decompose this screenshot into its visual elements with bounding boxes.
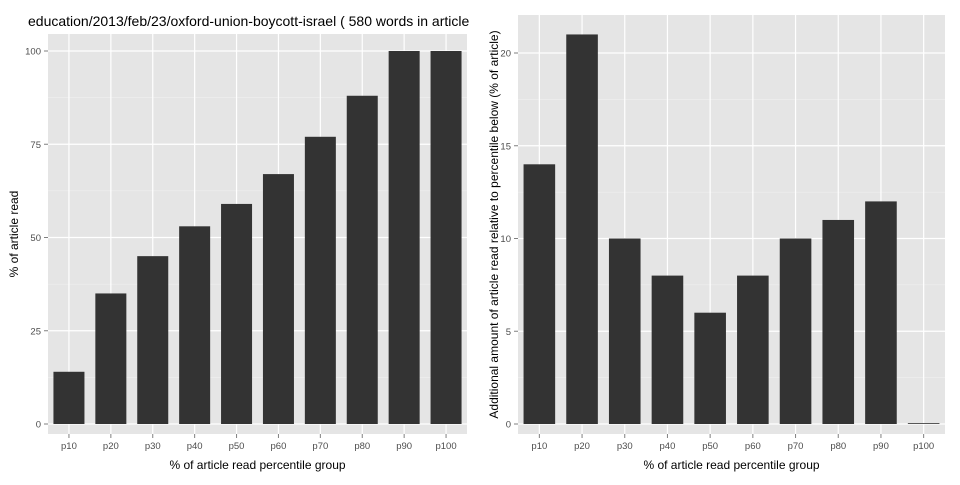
bar-right-p30 <box>608 238 641 424</box>
bar-left-p90 <box>388 51 420 424</box>
chart-title-left: education/2013/feb/23/oxford-union-boyco… <box>28 13 470 29</box>
y-tick-label-right: 15 <box>500 141 511 152</box>
y-tick-label-right: 0 <box>506 420 511 431</box>
y-axis-title-right: Additional amount of article read relati… <box>487 30 501 418</box>
y-axis-title-left: % of article read <box>7 191 21 278</box>
bar-right-p10 <box>523 164 556 425</box>
x-tick-label-left-p40: p40 <box>187 441 203 452</box>
x-tick-label-left-p70: p70 <box>312 441 328 452</box>
bar-right-p50 <box>694 312 726 424</box>
bar-left-p50 <box>221 203 253 424</box>
y-tick-label-right: 10 <box>500 234 511 245</box>
x-tick-label-left-p60: p60 <box>271 441 287 452</box>
bar-right-p80 <box>822 219 855 424</box>
x-tick-label-left-p30: p30 <box>145 441 161 452</box>
bar-left-p10 <box>53 371 85 424</box>
bar-left-p40 <box>179 226 211 424</box>
y-tick-label-right: 20 <box>500 49 511 60</box>
bar-right-p90 <box>865 201 897 424</box>
bar-left-p30 <box>137 256 169 424</box>
bar-right-p60 <box>737 275 769 424</box>
y-tick-label-left: 50 <box>30 233 41 244</box>
x-tick-label-right-p50: p50 <box>702 441 718 452</box>
x-tick-label-right-p90: p90 <box>873 441 889 452</box>
bar-right-p100 <box>907 423 940 424</box>
x-tick-label-left-p20: p20 <box>103 441 119 452</box>
y-tick-label-right: 5 <box>506 327 511 338</box>
bar-left-p60 <box>262 174 294 424</box>
x-axis-title-right: % of article read percentile group <box>643 458 819 472</box>
x-tick-label-left-p100: p100 <box>435 441 456 452</box>
y-tick-label-left: 75 <box>30 140 41 151</box>
x-tick-label-left-p50: p50 <box>229 441 245 452</box>
x-axis-title-left: % of article read percentile group <box>169 458 345 472</box>
y-tick-label-left: 0 <box>36 420 41 431</box>
bar-left-p70 <box>304 136 336 425</box>
bar-left-p80 <box>346 95 378 424</box>
bar-left-p20 <box>95 293 127 424</box>
bar-right-p20 <box>566 34 598 424</box>
bar-right-p70 <box>779 238 812 424</box>
x-tick-label-right-p30: p30 <box>617 441 633 452</box>
x-tick-label-right-p70: p70 <box>788 441 804 452</box>
x-tick-label-left-p80: p80 <box>354 441 370 452</box>
y-tick-label-left: 25 <box>30 326 41 337</box>
y-tick-label-left: 100 <box>25 47 41 58</box>
x-tick-label-right-p20: p20 <box>574 441 590 452</box>
x-tick-label-left-p10: p10 <box>61 441 77 452</box>
x-tick-label-right-p100: p100 <box>913 441 934 452</box>
x-tick-label-right-p80: p80 <box>830 441 846 452</box>
bar-left-p100 <box>430 51 462 424</box>
x-tick-label-right-p40: p40 <box>660 441 676 452</box>
x-tick-label-right-p60: p60 <box>745 441 761 452</box>
x-tick-label-right-p10: p10 <box>531 441 547 452</box>
x-tick-label-left-p90: p90 <box>396 441 412 452</box>
bar-right-p40 <box>651 275 684 424</box>
